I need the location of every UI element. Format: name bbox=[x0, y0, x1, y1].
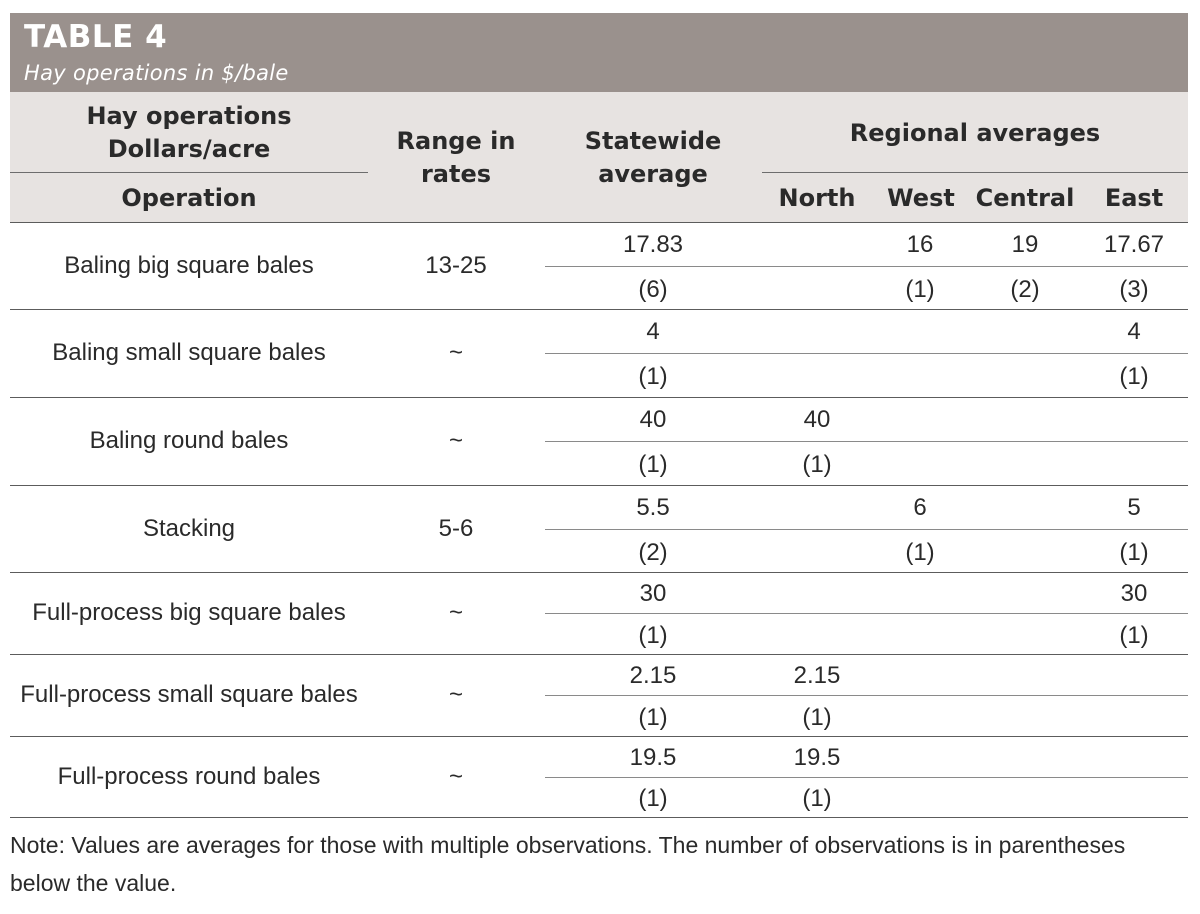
statewide-count: (1) bbox=[638, 451, 668, 478]
range-value: ~ bbox=[448, 681, 464, 708]
row-divider-top bbox=[10, 222, 1188, 223]
range-value: ~ bbox=[448, 763, 464, 790]
north-count: (1) bbox=[802, 704, 832, 731]
statewide-value: 19.5 bbox=[629, 744, 677, 771]
north-count: (1) bbox=[802, 785, 832, 812]
statewide-count: (1) bbox=[638, 785, 668, 812]
row-subdivider bbox=[545, 529, 1188, 530]
statewide-value: 30 bbox=[639, 580, 667, 607]
operation-label: Stacking bbox=[142, 515, 236, 542]
statewide-value: 2.15 bbox=[629, 662, 677, 689]
header-statewide-line1: Statewide bbox=[584, 127, 722, 155]
table-note: Note: Values are averages for those with… bbox=[10, 832, 1126, 896]
header-range-line1: Range in bbox=[396, 127, 516, 155]
range-value: ~ bbox=[448, 599, 464, 626]
header-hay-operations-line2: Dollars/acre bbox=[107, 135, 271, 163]
west-count: (1) bbox=[905, 276, 935, 303]
west-count: (1) bbox=[905, 539, 935, 566]
range-value: ~ bbox=[448, 427, 464, 454]
north-value: 2.15 bbox=[793, 662, 841, 689]
east-value: 30 bbox=[1120, 580, 1148, 607]
operation-label: Baling big square bales bbox=[64, 252, 314, 279]
operation-label: Baling small square bales bbox=[52, 339, 326, 366]
west-value: 6 bbox=[913, 494, 927, 521]
operation-label: Full-process big square bales bbox=[32, 599, 346, 626]
header-central: Central bbox=[975, 184, 1075, 212]
range-value: 5-6 bbox=[438, 515, 474, 542]
east-value: 5 bbox=[1127, 494, 1141, 521]
row-divider bbox=[10, 397, 1188, 398]
header-range: Range in rates bbox=[368, 125, 544, 191]
row-divider bbox=[10, 485, 1188, 486]
statewide-count: (1) bbox=[638, 704, 668, 731]
statewide-value: 4 bbox=[646, 318, 660, 345]
east-count: (3) bbox=[1119, 276, 1149, 303]
west-value: 16 bbox=[906, 231, 934, 258]
central-value: 19 bbox=[1011, 231, 1039, 258]
header-statewide-line2: average bbox=[598, 160, 708, 188]
operation-label: Baling round bales bbox=[89, 427, 289, 454]
east-value: 17.67 bbox=[1103, 231, 1165, 258]
header-statewide: Statewide average bbox=[565, 125, 741, 191]
row-divider bbox=[10, 309, 1188, 310]
east-count: (1) bbox=[1119, 622, 1149, 649]
range-value: ~ bbox=[448, 339, 464, 366]
statewide-value: 40 bbox=[639, 406, 667, 433]
operation-label: Full-process round bales bbox=[57, 763, 321, 790]
statewide-count: (2) bbox=[638, 539, 668, 566]
row-divider bbox=[10, 654, 1188, 655]
statewide-count: (1) bbox=[638, 363, 668, 390]
east-value: 4 bbox=[1127, 318, 1141, 345]
central-count: (2) bbox=[1010, 276, 1040, 303]
statewide-count: (6) bbox=[638, 276, 668, 303]
table-banner: TABLE 4 Hay operations in $/bale bbox=[10, 13, 1188, 92]
range-value: 13-25 bbox=[425, 252, 487, 279]
row-divider bbox=[10, 572, 1188, 573]
north-value: 40 bbox=[803, 406, 831, 433]
table-subtitle: Hay operations in $/bale bbox=[24, 61, 289, 85]
statewide-value: 17.83 bbox=[622, 231, 684, 258]
header-range-line2: rates bbox=[420, 160, 492, 188]
header-hay-operations-line1: Hay operations bbox=[86, 102, 292, 130]
header-north: North bbox=[778, 184, 856, 212]
east-count: (1) bbox=[1119, 539, 1149, 566]
row-subdivider bbox=[545, 777, 1188, 778]
header-regional: Regional averages bbox=[849, 119, 1101, 147]
table-title: TABLE 4 bbox=[24, 19, 168, 55]
row-subdivider bbox=[545, 695, 1188, 696]
north-value: 19.5 bbox=[793, 744, 841, 771]
east-count: (1) bbox=[1119, 363, 1149, 390]
table-header: Hay operations Dollars/acre Operation Ra… bbox=[10, 92, 1188, 222]
header-divider-right bbox=[762, 172, 1188, 173]
row-subdivider bbox=[545, 266, 1188, 267]
row-divider bbox=[10, 817, 1188, 818]
header-west: West bbox=[887, 184, 955, 212]
header-divider-left bbox=[10, 172, 368, 173]
row-divider bbox=[10, 736, 1188, 737]
statewide-value: 5.5 bbox=[636, 494, 670, 521]
row-subdivider bbox=[545, 353, 1188, 354]
header-operation: Operation bbox=[121, 184, 257, 212]
row-subdivider bbox=[545, 441, 1188, 442]
row-subdivider bbox=[545, 613, 1188, 614]
header-east: East bbox=[1104, 184, 1164, 212]
statewide-count: (1) bbox=[638, 622, 668, 649]
operation-label: Full-process small square bales bbox=[20, 681, 358, 708]
north-count: (1) bbox=[802, 451, 832, 478]
header-hay-operations: Hay operations Dollars/acre bbox=[10, 100, 368, 166]
